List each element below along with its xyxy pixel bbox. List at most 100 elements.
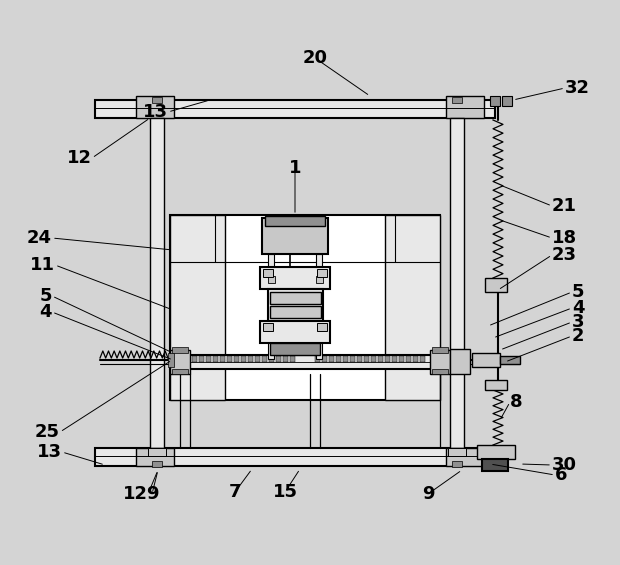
Bar [234, 356, 239, 362]
Bar [276, 356, 281, 362]
Text: 3: 3 [572, 313, 585, 331]
Text: 13: 13 [37, 443, 62, 461]
Text: 21: 21 [552, 197, 577, 215]
Bar [136, 96, 174, 118]
Bar [432, 369, 448, 374]
Text: 24: 24 [27, 229, 52, 247]
Bar [446, 448, 484, 466]
Text: 20: 20 [303, 49, 327, 67]
Bar [192, 356, 197, 362]
Bar [490, 96, 500, 106]
Bar [268, 289, 323, 321]
Bar [336, 356, 341, 362]
Bar [263, 323, 273, 331]
Bar [178, 356, 183, 362]
Bar [472, 353, 500, 367]
Bar [227, 356, 232, 362]
Text: 23: 23 [552, 246, 577, 264]
Bar [283, 356, 288, 362]
Text: 12: 12 [123, 485, 148, 503]
Bar [152, 97, 162, 103]
Bar [199, 356, 204, 362]
Bar [95, 448, 495, 466]
Bar [420, 356, 425, 362]
Bar [450, 349, 470, 374]
Bar [265, 216, 325, 226]
Bar [399, 356, 404, 362]
Bar [497, 106, 499, 120]
Bar [430, 350, 450, 374]
Text: 5: 5 [40, 287, 52, 305]
Text: 30: 30 [552, 456, 577, 474]
Bar [248, 356, 253, 362]
Bar [413, 356, 418, 362]
Bar [392, 356, 397, 362]
Text: 2: 2 [572, 327, 585, 345]
Bar [316, 254, 322, 359]
Bar [268, 254, 274, 359]
Bar [317, 269, 327, 277]
Text: 7: 7 [229, 483, 241, 501]
Text: 5: 5 [572, 283, 585, 301]
Bar [172, 347, 188, 353]
Bar [329, 356, 334, 362]
Bar [500, 356, 520, 364]
Text: 32: 32 [565, 79, 590, 97]
Bar [485, 380, 507, 390]
Bar [220, 356, 225, 362]
Bar [270, 306, 321, 318]
Bar [482, 459, 508, 471]
Bar [206, 356, 211, 362]
Text: 1: 1 [289, 159, 301, 177]
Bar [446, 96, 484, 118]
Text: 12: 12 [67, 149, 92, 167]
Bar [316, 276, 323, 283]
Bar [378, 356, 383, 362]
Text: 13: 13 [143, 103, 168, 121]
Bar [152, 461, 162, 467]
Bar [477, 445, 515, 459]
Text: 9: 9 [146, 485, 158, 503]
Bar [450, 118, 464, 448]
Bar [172, 369, 188, 374]
Bar [213, 356, 218, 362]
Bar [170, 215, 225, 400]
Bar [385, 215, 440, 400]
Bar [485, 278, 507, 292]
Bar [95, 100, 495, 118]
Bar [168, 353, 174, 367]
Bar [357, 356, 362, 362]
Bar [170, 215, 440, 400]
Bar [270, 343, 320, 355]
Bar [263, 269, 273, 277]
Bar [502, 96, 512, 106]
Bar [385, 356, 390, 362]
Bar [136, 448, 174, 466]
Bar [268, 276, 275, 283]
Bar [317, 323, 327, 331]
Text: 11: 11 [30, 256, 55, 274]
Bar [260, 267, 330, 289]
Bar [260, 321, 330, 343]
Bar [150, 118, 164, 448]
Bar [448, 448, 466, 456]
Bar [322, 356, 327, 362]
Text: 25: 25 [35, 423, 60, 441]
Bar [269, 356, 274, 362]
Bar [364, 356, 369, 362]
Text: 9: 9 [422, 485, 434, 503]
Bar [290, 356, 295, 362]
Text: 8: 8 [510, 393, 523, 411]
Text: 4: 4 [40, 303, 52, 321]
Bar [170, 350, 190, 374]
Text: 6: 6 [555, 466, 567, 484]
Bar [350, 356, 355, 362]
Bar [262, 356, 267, 362]
Text: 18: 18 [552, 229, 577, 247]
Text: 4: 4 [572, 299, 585, 317]
Text: 15: 15 [273, 483, 298, 501]
Bar [452, 97, 462, 103]
Bar [241, 356, 246, 362]
Bar [452, 461, 462, 467]
Bar [262, 218, 328, 254]
